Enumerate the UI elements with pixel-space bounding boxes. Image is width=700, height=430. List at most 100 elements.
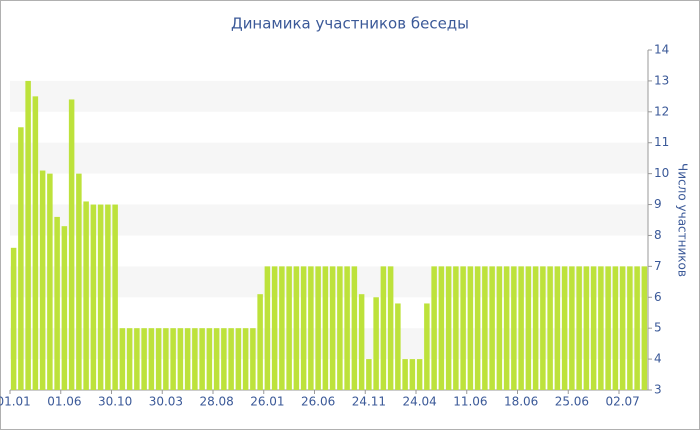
bar: [351, 266, 358, 390]
bar: [518, 266, 524, 390]
bar: [445, 266, 452, 390]
bar: [293, 266, 300, 390]
bar: [540, 266, 546, 390]
bar: [199, 328, 205, 390]
bar: [482, 266, 488, 390]
x-tick-label: 30.10: [98, 395, 132, 409]
x-tick-label: 01.06: [47, 395, 81, 409]
bar: [583, 266, 590, 390]
bar: [83, 201, 89, 390]
bar: [206, 328, 213, 390]
x-tick-label: 02.07: [605, 395, 639, 409]
bar: [329, 266, 336, 390]
bar: [453, 266, 459, 390]
bar: [68, 99, 75, 391]
bar: [76, 173, 82, 390]
bar: [286, 266, 292, 390]
bar: [554, 266, 561, 390]
bar: [213, 328, 220, 390]
y-tick-label: 14: [654, 43, 669, 57]
bar: [619, 266, 626, 390]
bar: [279, 266, 285, 390]
bar: [402, 359, 408, 390]
grid-band: [10, 142, 648, 174]
bar: [387, 266, 394, 390]
x-tick-label: 28.08: [199, 395, 233, 409]
bar: [605, 266, 611, 390]
bar: [561, 266, 568, 390]
bar: [308, 266, 314, 390]
y-tick-label: 4: [654, 352, 662, 366]
y-tick-label: 7: [654, 259, 662, 273]
bar: [569, 266, 575, 390]
y-tick-label: 11: [654, 135, 669, 149]
bar: [576, 266, 582, 390]
x-tick-label: 25.06: [555, 395, 589, 409]
bar: [496, 266, 503, 390]
bar: [32, 96, 39, 390]
bar: [344, 266, 350, 390]
bar: [184, 328, 191, 390]
bar: [228, 328, 234, 390]
bar: [416, 359, 423, 390]
y-tick-label: 5: [654, 321, 662, 335]
bar: [467, 266, 474, 390]
bar: [271, 266, 278, 390]
bar: [25, 80, 31, 390]
bar: [409, 359, 416, 390]
bar: [474, 266, 481, 390]
y-tick-label: 3: [654, 383, 662, 397]
bar: [10, 247, 17, 390]
bar: [105, 204, 111, 390]
bar: [126, 328, 133, 390]
bar: [300, 266, 307, 390]
bar: [598, 266, 604, 390]
bar: [18, 127, 24, 390]
x-tick-label: 26.01: [250, 395, 284, 409]
y-tick-label: 12: [654, 104, 669, 118]
bar: [148, 328, 155, 390]
x-tick-label: 01.01: [0, 395, 31, 409]
bar: [547, 266, 553, 390]
bar: [119, 328, 126, 390]
bar: [641, 266, 648, 390]
bar: [97, 204, 104, 390]
y-tick-label: 6: [654, 290, 662, 304]
bar: [460, 266, 466, 390]
bar: [264, 266, 271, 390]
bar: [257, 294, 263, 390]
bar: [337, 266, 343, 390]
bar: [358, 294, 365, 390]
bar: [54, 216, 60, 390]
bar: [250, 328, 256, 390]
bar: [315, 266, 321, 390]
bar: [503, 266, 510, 390]
y-tick-label: 8: [654, 228, 662, 242]
bar: [61, 226, 68, 390]
bar: [395, 303, 401, 390]
bar: [373, 297, 379, 390]
bar: [134, 328, 140, 390]
bar: [634, 266, 640, 390]
x-tick-label: 26.06: [301, 395, 335, 409]
bar: [192, 328, 198, 390]
x-tick-label: 30.03: [149, 395, 183, 409]
grid-band: [10, 80, 648, 112]
bar: [438, 266, 445, 390]
bar: [235, 328, 242, 390]
bar: [431, 266, 437, 390]
bar: [155, 328, 162, 390]
bar: [90, 204, 97, 390]
y-tick-label: 9: [654, 197, 662, 211]
bar: [366, 359, 372, 390]
y-axis-label: Число участников: [676, 163, 690, 277]
bar: [424, 303, 430, 390]
bar: [532, 266, 539, 390]
bar: [525, 266, 532, 390]
x-tick-label: 11.06: [453, 395, 487, 409]
bar: [380, 266, 387, 390]
y-tick-label: 13: [654, 73, 669, 87]
y-tick-label: 10: [654, 166, 669, 180]
bar: [612, 266, 619, 390]
